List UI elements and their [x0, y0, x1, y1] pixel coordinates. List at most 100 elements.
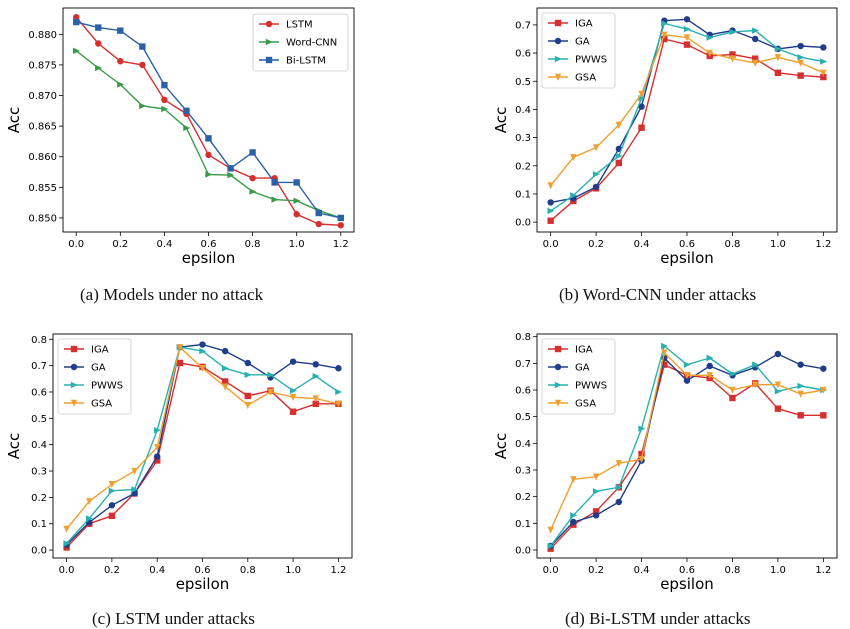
- chart-c-legend-swatch-marker: [70, 399, 78, 407]
- chart-c-series-0-point: [176, 359, 184, 367]
- chart-b-series-0-point: [638, 124, 645, 131]
- chart-a-x-tick-label: 0.4: [156, 239, 172, 250]
- chart-d-y-tick-label: 0.5: [515, 412, 531, 423]
- chart-b-legend-label: GSA: [575, 73, 596, 84]
- chart-c-legend-label: GA: [91, 363, 106, 374]
- chart-a-legend-label: Bi-LSTM: [286, 56, 326, 67]
- chart-b-x-tick-label: 0.6: [679, 239, 695, 250]
- chart-a-series-2-point: [337, 214, 344, 222]
- chart-c-series-3-point: [86, 498, 93, 506]
- chart-c-series-3-point: [153, 444, 161, 452]
- chart-a-series-1-point: [73, 47, 81, 55]
- chart-b-series-3-point: [729, 55, 736, 63]
- chart-b-series-1-point: [820, 44, 827, 51]
- chart-a-series-2-point: [227, 165, 234, 172]
- chart-d-series-2-point: [638, 425, 646, 432]
- chart-c-y-tick-label: 0.7: [31, 361, 47, 372]
- chart-d-x-tick-label: 0.6: [679, 565, 695, 576]
- chart-d-series-0-point: [797, 412, 804, 419]
- chart-b-y-tick-label: 0.2: [515, 161, 531, 172]
- chart-b-series-2-point: [729, 28, 737, 36]
- chart-b-legend-box: [541, 12, 616, 89]
- chart-d-y-tick-label: 0.6: [515, 386, 531, 397]
- chart-d-series-2-point: [797, 382, 805, 390]
- chart-d-series-2-point: [729, 370, 737, 378]
- chart-d-series-3-point: [774, 381, 782, 389]
- chart-c-y-tick-label: 0.0: [31, 546, 47, 557]
- chart-a-series-2-point: [205, 135, 212, 142]
- chart-b-series-0-point: [547, 217, 554, 224]
- chart-a-y-tick-label: 0.860: [28, 152, 57, 163]
- chart-a-legend-swatch-marker: [265, 20, 273, 28]
- chart-c-series-3-point: [335, 400, 342, 408]
- chart-c-x-tick-label: 0.2: [104, 565, 120, 576]
- chart-a-series-2-point: [117, 27, 124, 34]
- chart-b-series-0-point: [751, 55, 759, 62]
- chart-b-x-tick-label: 0.2: [588, 239, 604, 250]
- chart-a-series-1-point: [271, 196, 279, 203]
- chart-b-series-3-point: [820, 69, 827, 77]
- chart-d-series-0-point: [729, 394, 736, 402]
- chart-a-y-axis-label: Acc: [5, 107, 23, 134]
- chart-c-x-tick-label: 0.4: [149, 565, 165, 576]
- chart-d-y-tick-label: 0.3: [515, 466, 531, 477]
- chart-c-series-0-point: [244, 392, 252, 400]
- chart-a-series-0-point: [139, 61, 146, 69]
- chart-d-series-3-point: [751, 381, 759, 389]
- chart-d-series-3-point: [615, 460, 623, 468]
- chart-d-series-2-point: [683, 361, 691, 368]
- chart-d-series-0-point: [774, 405, 782, 412]
- chart-b-series-2-point: [661, 20, 669, 27]
- chart-d-series-1-point: [592, 512, 600, 519]
- chart-d-series-3-point: [570, 476, 577, 484]
- chart-d-series-2-point: [570, 512, 578, 519]
- chart-b-series-3-point: [706, 49, 713, 57]
- chart-c-series-3-point: [108, 481, 116, 489]
- chart-b-series-0-point: [683, 41, 691, 48]
- chart-b-series-0-point: [820, 73, 827, 81]
- chart-b-series-1-point: [547, 199, 554, 206]
- chart-b-series-3-point: [592, 144, 600, 152]
- chart-d-x-tick-label: 0.8: [725, 565, 741, 576]
- chart-c-y-axis-label: Acc: [5, 433, 23, 460]
- chart-b-y-tick-label: 0.3: [515, 133, 531, 144]
- chart-d-legend-swatch-marker: [554, 399, 562, 407]
- chart-a-series-0-point: [205, 151, 212, 159]
- chart-c-x-tick-label: 1.0: [285, 565, 301, 576]
- chart-d-series-2-point: [661, 342, 669, 350]
- chart-d-series-1-point: [774, 350, 782, 358]
- chart-c-series-1-point: [108, 502, 116, 509]
- chart-a-series-1-point: [183, 124, 191, 132]
- chart-c-x-tick-label: 0.0: [59, 565, 75, 576]
- chart-d-legend-box: [541, 338, 616, 415]
- chart-a-series-1-point: [205, 171, 213, 178]
- chart-a-x-tick-label: 0.6: [201, 239, 217, 250]
- caption-d: (d) Bi-LSTM under attacks: [565, 609, 751, 628]
- chart-c-legend-label: IGA: [91, 345, 109, 356]
- chart-d-series-1-point: [820, 365, 827, 372]
- chart-c-series-2-point: [312, 372, 320, 380]
- chart-b-series-2-point: [615, 152, 623, 160]
- chart-c-series-0-point: [289, 408, 297, 415]
- chart-b-series-2-point: [683, 25, 691, 33]
- chart-b-series-2-point: [706, 34, 714, 41]
- chart-b-series-2-point: [820, 58, 828, 65]
- chart-a-series-2-point: [95, 24, 102, 31]
- chart-c-series-3-point: [221, 383, 229, 391]
- chart-c-legend-swatch-marker: [70, 381, 78, 389]
- chart-a-x-tick-label: 1.2: [333, 239, 349, 250]
- chart-b-series-3-point: [797, 59, 804, 67]
- chart-c-series-2-point: [63, 540, 71, 547]
- chart-a-legend-swatch-marker: [265, 38, 273, 46]
- chart-a-series-0-point: [73, 13, 80, 21]
- chart-c-series-2-point: [244, 371, 252, 379]
- chart-d-y-axis-label: Acc: [492, 433, 510, 460]
- chart-a-series-2-point: [293, 179, 300, 186]
- chart-b-series-2-point: [570, 192, 578, 199]
- chart-d-x-tick-label: 1.2: [815, 565, 831, 576]
- chart-c-series-3-point: [63, 525, 70, 533]
- chart-a-series-2-point: [161, 81, 168, 89]
- chart-a-series-1-point: [293, 197, 301, 204]
- chart-d-series-0-point: [592, 508, 600, 515]
- chart-d-y-tick-label: 0.8: [515, 332, 531, 343]
